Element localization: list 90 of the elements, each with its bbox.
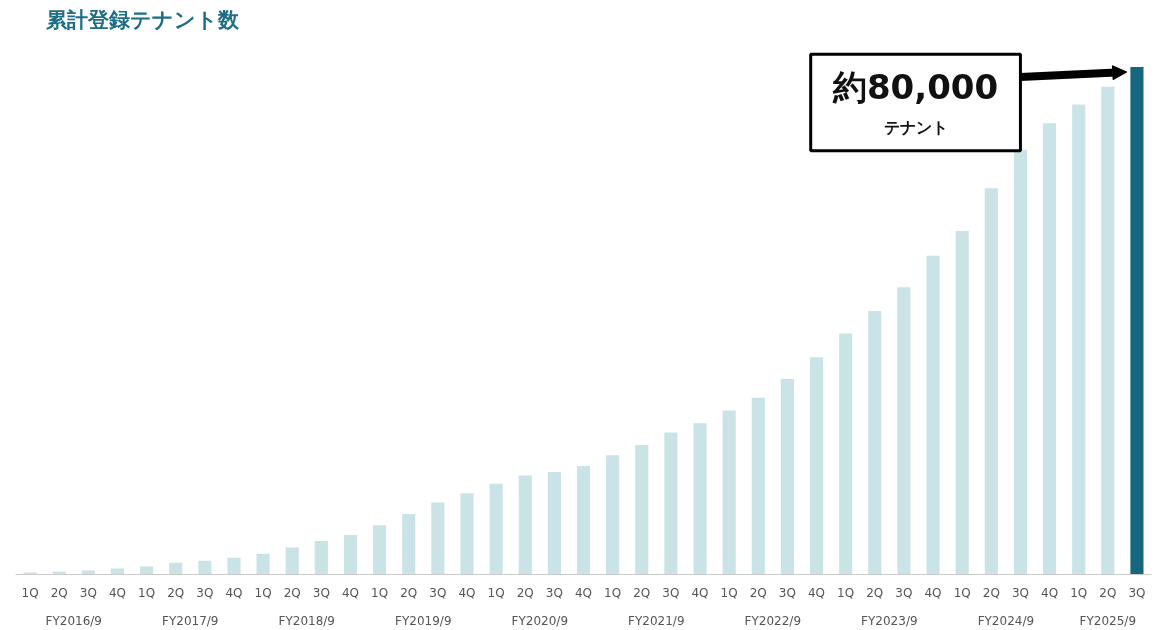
x-tick-label: 4Q — [807, 585, 826, 600]
annotation: 約80,000 テナント — [831, 67, 999, 138]
bar — [23, 572, 37, 575]
bar — [897, 287, 911, 575]
bar — [373, 525, 387, 575]
x-tick-label: 3Q — [1128, 585, 1146, 600]
bar — [576, 465, 591, 575]
bar — [1130, 66, 1144, 575]
x-tick-label: 2Q — [50, 585, 68, 600]
x-tick-label: 3Q — [545, 585, 563, 600]
text: FY2023/9 — [861, 613, 918, 628]
bar — [110, 568, 124, 575]
x-tick-label: 4Q — [458, 585, 476, 600]
x-tick-label: 1Q — [720, 585, 738, 600]
bar — [256, 553, 270, 575]
text: FY2024/9 — [977, 613, 1035, 628]
bar — [314, 541, 328, 575]
bar — [1013, 149, 1027, 575]
x-tick-label: 3Q — [778, 585, 796, 600]
x-tick-label: 1Q — [21, 585, 39, 600]
bar — [198, 560, 212, 575]
text: FY2017/9 — [162, 613, 219, 628]
bar — [722, 410, 736, 575]
text: FY2016/9 — [45, 613, 102, 628]
bar — [81, 570, 95, 575]
text: FY2020/9 — [511, 613, 569, 628]
x-tick-label: 1Q — [487, 585, 505, 600]
x-tick-label: 2Q — [400, 585, 418, 600]
x-tick-label: 2Q — [283, 585, 301, 600]
chart-title: 累計登録テナント数 — [44, 7, 240, 32]
bar — [751, 397, 765, 575]
x-tick-label: 4Q — [924, 585, 942, 600]
x-tick-label: 3Q — [196, 585, 214, 600]
bar — [780, 379, 794, 575]
x-tick-label: 1Q — [254, 585, 272, 600]
text: FY2022/9 — [744, 613, 802, 628]
bar — [606, 455, 620, 575]
x-tick-label: 3Q — [429, 585, 447, 600]
bar — [169, 562, 183, 575]
x-tick-label: 4Q — [108, 585, 126, 600]
bar — [489, 483, 503, 575]
bar — [868, 311, 882, 575]
x-tick-label: 2Q — [167, 585, 185, 600]
x-tick-label: 1Q — [604, 585, 622, 600]
text: FY2019/9 — [395, 613, 452, 628]
bar — [547, 471, 561, 575]
x-tick-label: 3Q — [312, 585, 330, 600]
bar — [227, 557, 241, 575]
bar — [1101, 86, 1115, 575]
x-tick-label: 3Q — [79, 585, 97, 600]
x-tick-label: 3Q — [662, 585, 680, 600]
x-tick-label: 4Q — [574, 585, 593, 600]
x-tick-label: 2Q — [866, 585, 884, 600]
bar — [431, 502, 445, 575]
bar — [343, 534, 358, 575]
x-tick-label: 4Q — [225, 585, 243, 600]
x-tick-label: 2Q — [516, 585, 534, 600]
x-tick-label: 1Q — [1070, 585, 1088, 600]
bar — [809, 357, 824, 575]
x-tick-label: 2Q — [982, 585, 1000, 600]
text: FY2025/9 — [1079, 613, 1137, 628]
bar — [955, 230, 969, 575]
bar — [52, 571, 66, 575]
x-tick-label: 1Q — [138, 585, 156, 600]
text: FY2021/9 — [628, 613, 685, 628]
bar — [460, 493, 474, 575]
bar — [285, 547, 299, 575]
x-tick-label: 1Q — [837, 585, 855, 600]
text: FY2018/9 — [278, 613, 336, 628]
bar — [1072, 104, 1086, 575]
bar — [635, 445, 649, 575]
bar — [839, 333, 853, 575]
x-tick-label: 3Q — [1011, 585, 1029, 600]
bar — [518, 475, 532, 575]
x-tick-label: 3Q — [895, 585, 913, 600]
x-tick-label: 1Q — [953, 585, 971, 600]
bar — [140, 566, 154, 575]
x-tick-label: 4Q — [691, 585, 709, 600]
bar — [984, 188, 998, 575]
x-tick-label: 2Q — [633, 585, 651, 600]
x-tick-label: 1Q — [371, 585, 389, 600]
bar — [693, 423, 707, 575]
x-tick-label: 4Q — [341, 585, 360, 600]
x-tick-label: 4Q — [1041, 585, 1059, 600]
bar — [402, 514, 416, 575]
bar — [926, 255, 940, 575]
x-tick-label: 2Q — [749, 585, 767, 600]
bar — [1043, 123, 1057, 575]
bar — [664, 432, 678, 575]
x-tick-label: 2Q — [1099, 585, 1117, 600]
